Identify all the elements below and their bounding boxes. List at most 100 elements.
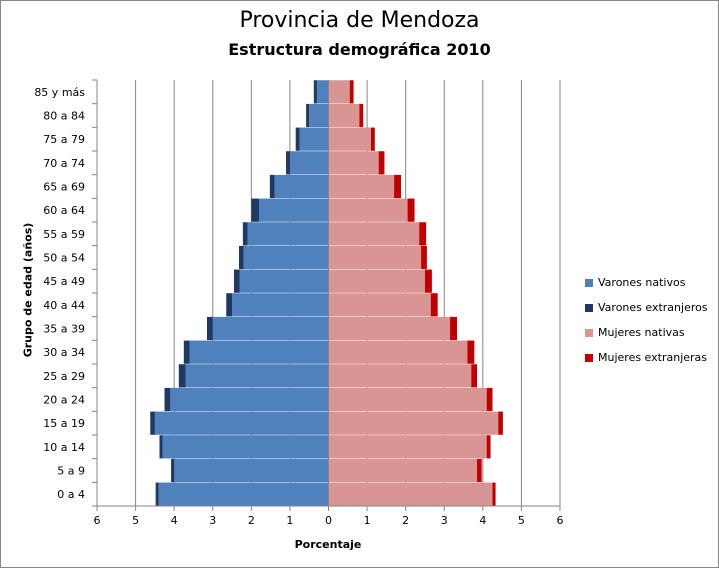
- bar: [421, 245, 427, 270]
- bar: [328, 151, 379, 175]
- y-tick-label: 60 a 64: [43, 204, 85, 217]
- y-tick-label: 55 a 59: [43, 228, 85, 241]
- bar: [158, 482, 329, 506]
- y-tick-label: 70 a 74: [43, 157, 85, 170]
- bar: [183, 340, 190, 364]
- x-tick-label: 0: [325, 514, 332, 527]
- y-tick-label: 50 a 54: [43, 252, 85, 265]
- bar: [486, 387, 493, 412]
- bar: [328, 411, 499, 435]
- legend-swatch: [585, 303, 593, 312]
- bar: [328, 80, 350, 104]
- legend-label: Mujeres nativas: [598, 326, 685, 339]
- bar: [349, 80, 354, 104]
- bar: [316, 80, 329, 104]
- bar: [328, 387, 487, 412]
- x-tick-label: 5: [518, 514, 525, 527]
- legend-item: Mujeres nativas: [585, 320, 708, 345]
- y-tick-label: 85 y más: [34, 86, 85, 99]
- y-tick-label: 40 a 44: [43, 299, 85, 312]
- bar: [486, 435, 491, 459]
- y-tick-label: 25 a 29: [43, 370, 85, 383]
- y-tick-label: 15 a 19: [43, 417, 85, 430]
- bar: [419, 222, 427, 246]
- x-tick-label: 4: [479, 514, 486, 527]
- bar: [328, 364, 472, 388]
- y-tick-label: 80 a 84: [43, 110, 85, 123]
- bar: [313, 80, 317, 104]
- bar: [309, 103, 329, 128]
- bar: [274, 174, 329, 199]
- bar: [247, 222, 329, 246]
- bar: [328, 174, 395, 199]
- bar: [174, 458, 329, 483]
- legend-item: Varones extranjeros: [585, 295, 708, 320]
- bar: [328, 458, 478, 483]
- bar: [242, 222, 248, 246]
- x-tick-label: 2: [402, 514, 409, 527]
- bar: [155, 482, 159, 506]
- bar: [328, 198, 408, 222]
- bar: [226, 293, 233, 317]
- bar: [251, 198, 260, 222]
- bar: [170, 387, 329, 412]
- legend-swatch: [585, 328, 593, 337]
- chart-title: Provincia de Mendoza: [239, 8, 480, 33]
- y-tick-label: 30 a 34: [43, 346, 85, 359]
- bar: [259, 198, 329, 222]
- bar: [150, 411, 155, 435]
- legend-item: Mujeres extranjeras: [585, 345, 708, 370]
- y-tick-label: 5 a 9: [57, 465, 85, 478]
- legend-label: Varones nativos: [598, 276, 686, 289]
- bar: [394, 174, 402, 199]
- bar: [328, 103, 360, 128]
- bar: [162, 435, 329, 459]
- bar: [328, 340, 468, 364]
- bar: [359, 103, 364, 128]
- x-tick-label: 6: [557, 514, 564, 527]
- bar: [370, 127, 375, 151]
- bar: [233, 269, 240, 293]
- legend-label: Varones extranjeros: [598, 301, 708, 314]
- y-tick-label: 65 a 69: [43, 181, 85, 194]
- bar: [239, 269, 329, 293]
- bar: [289, 151, 329, 175]
- y-tick-label: 20 a 24: [43, 394, 85, 407]
- bar: [328, 222, 420, 246]
- legend: Varones nativos Varones extranjeros Mujere…: [585, 270, 708, 370]
- bar: [295, 127, 300, 151]
- x-tick-label: 3: [441, 514, 448, 527]
- legend-swatch: [585, 278, 593, 287]
- chart-subtitle: Estructura demográfica 2010: [228, 40, 491, 59]
- bar: [424, 269, 432, 293]
- x-tick-label: 1: [286, 514, 293, 527]
- legend-item: Varones nativos: [585, 270, 708, 295]
- bar: [185, 364, 329, 388]
- x-axis-title: Porcentaje: [294, 538, 362, 551]
- y-tick-label: 75 a 79: [43, 133, 85, 146]
- bar: [286, 151, 290, 175]
- x-tick-label: 2: [248, 514, 255, 527]
- y-tick-label: 45 a 49: [43, 275, 85, 288]
- bar: [407, 198, 415, 222]
- bar: [164, 387, 171, 412]
- bar: [154, 411, 329, 435]
- bar: [159, 435, 163, 459]
- bar: [450, 316, 457, 341]
- bar: [243, 245, 329, 270]
- bar: [171, 458, 175, 483]
- bar: [328, 245, 422, 270]
- bar: [212, 316, 329, 341]
- bar: [467, 340, 475, 364]
- bar: [477, 458, 482, 483]
- bar: [378, 151, 385, 175]
- bar: [492, 482, 496, 506]
- x-tick-label: 5: [132, 514, 139, 527]
- bar: [328, 435, 487, 459]
- bar: [328, 482, 493, 506]
- x-tick-label: 4: [171, 514, 178, 527]
- y-tick-label: 0 a 4: [57, 488, 85, 501]
- bar: [189, 340, 329, 364]
- bar: [206, 316, 213, 341]
